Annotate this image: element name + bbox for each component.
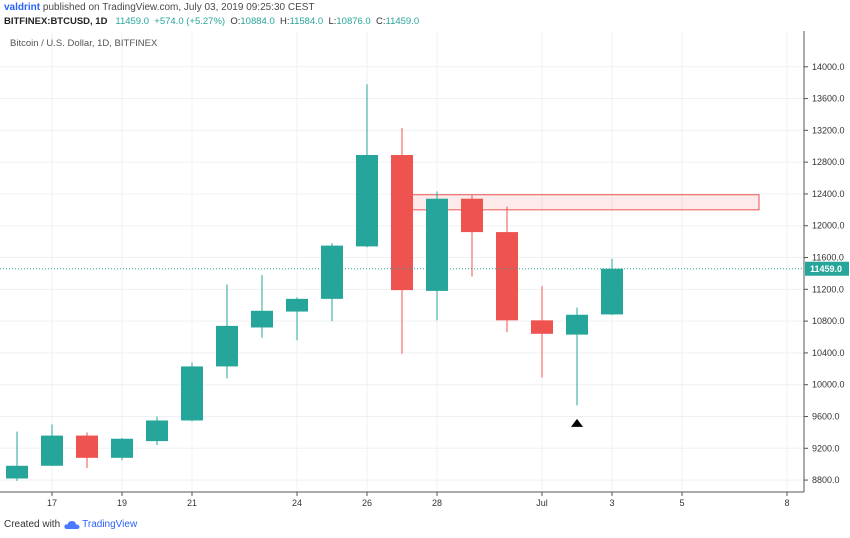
y-tick-label: 12800.0 bbox=[812, 157, 845, 167]
high-value: 11584.0 bbox=[289, 16, 324, 27]
publish-text: published on TradingView.com, July 03, 2… bbox=[42, 2, 315, 13]
open-label: O: bbox=[230, 16, 241, 27]
y-tick-label: 9600.0 bbox=[812, 411, 840, 421]
y-tick-label: 10400.0 bbox=[812, 348, 845, 358]
tradingview-logo[interactable]: TradingView bbox=[64, 519, 137, 530]
low-label: L: bbox=[328, 16, 337, 27]
candle-body bbox=[566, 314, 588, 335]
ohlc-bar: BITFINEX:BTCUSD, 1D 11459.0 +574.0 (+5.2… bbox=[4, 16, 419, 27]
candle bbox=[566, 307, 588, 406]
x-tick-label: 21 bbox=[187, 498, 197, 508]
created-with-text: Created with bbox=[4, 519, 61, 530]
x-tick-label: 17 bbox=[47, 498, 57, 508]
candle bbox=[41, 424, 63, 466]
open-value: 10884.0 bbox=[240, 16, 275, 27]
close-label: C: bbox=[376, 16, 386, 27]
chart-area[interactable]: 8800.0 9200.0 9600.0 10000.0 10400.0 10800.0 1… bbox=[0, 31, 850, 511]
x-tick-label: 8 bbox=[784, 498, 789, 508]
candle bbox=[356, 84, 378, 248]
x-tick-label: 28 bbox=[432, 498, 442, 508]
candle bbox=[76, 432, 98, 469]
candle bbox=[286, 297, 308, 341]
last-price-label: 11459.0 bbox=[810, 264, 842, 274]
x-tick-label: 3 bbox=[609, 498, 614, 508]
candle bbox=[461, 194, 483, 277]
axes: 8800.0 9200.0 9600.0 10000.0 10400.0 10800.0 1… bbox=[0, 31, 849, 508]
candle-body bbox=[251, 310, 273, 328]
candle-body bbox=[601, 268, 623, 315]
candle bbox=[426, 191, 448, 321]
close-price: 11459.0 bbox=[115, 16, 150, 27]
last-price-badge bbox=[805, 261, 849, 276]
resistance-zone bbox=[400, 194, 760, 211]
close-value: 11459.0 bbox=[385, 16, 420, 27]
candle-body bbox=[391, 154, 413, 291]
candle bbox=[321, 243, 343, 322]
y-tick-label: 10000.0 bbox=[812, 380, 845, 390]
candle-body bbox=[146, 420, 168, 442]
candle-body bbox=[216, 325, 238, 367]
price-change: +574.0 (+5.27%) bbox=[154, 16, 226, 27]
y-tick-label: 14000.0 bbox=[812, 62, 845, 72]
y-tick-label: 12400.0 bbox=[812, 189, 845, 199]
high-label: H: bbox=[280, 16, 290, 27]
x-tick-label: 19 bbox=[117, 498, 127, 508]
candle bbox=[391, 127, 413, 354]
y-tick-label: 10800.0 bbox=[812, 316, 845, 326]
candle-body bbox=[496, 232, 518, 321]
triangle-up-icon bbox=[571, 418, 583, 427]
x-tick-label: 26 bbox=[362, 498, 372, 508]
candle bbox=[111, 437, 133, 461]
y-tick-label: 13200.0 bbox=[812, 125, 845, 135]
marker bbox=[571, 418, 583, 427]
candle-body bbox=[286, 298, 308, 312]
x-tick-label: 5 bbox=[679, 498, 684, 508]
candle-body bbox=[321, 245, 343, 299]
cloud-icon bbox=[64, 520, 80, 529]
x-tick-label: 24 bbox=[292, 498, 302, 508]
candle-body bbox=[461, 198, 483, 233]
candle bbox=[216, 284, 238, 379]
candlestick-chart[interactable]: 8800.0 9200.0 9600.0 10000.0 10400.0 10800.0 1… bbox=[0, 31, 850, 511]
symbol-label[interactable]: BITFINEX:BTCUSD, 1D bbox=[4, 16, 108, 27]
candle-body bbox=[111, 438, 133, 458]
y-tick-label: 11200.0 bbox=[812, 284, 844, 294]
chart-background bbox=[0, 31, 850, 511]
y-tick-label: 11600.0 bbox=[812, 253, 844, 263]
candle-body bbox=[531, 320, 553, 334]
candle-body bbox=[41, 435, 63, 466]
candle bbox=[6, 431, 28, 481]
candle-body bbox=[6, 465, 28, 479]
candle bbox=[496, 206, 518, 333]
low-value: 10876.0 bbox=[336, 16, 371, 27]
candle bbox=[146, 416, 168, 446]
candle bbox=[601, 258, 623, 316]
candle-body bbox=[181, 366, 203, 421]
brand-name: TradingView bbox=[82, 519, 138, 530]
candle bbox=[531, 286, 553, 378]
y-tick-label: 8800.0 bbox=[812, 475, 840, 485]
candle bbox=[251, 275, 273, 338]
publish-info: valdrint published on TradingView.com, J… bbox=[4, 2, 315, 13]
candle-body bbox=[426, 198, 448, 291]
candle bbox=[181, 362, 203, 422]
chart-title: Bitcoin / U.S. Dollar, 1D, BITFINEX bbox=[10, 38, 158, 49]
resistance-zone-rect bbox=[400, 194, 760, 211]
candles bbox=[6, 84, 623, 481]
y-tick-label: 12000.0 bbox=[812, 221, 845, 231]
author-name[interactable]: valdrint bbox=[4, 2, 41, 13]
y-tick-label: 9200.0 bbox=[812, 443, 840, 453]
candle-body bbox=[76, 435, 98, 458]
candle-body bbox=[356, 154, 378, 247]
x-tick-label: Jul bbox=[536, 498, 548, 508]
y-tick-label: 13600.0 bbox=[812, 94, 845, 104]
footer: Created with TradingView bbox=[4, 519, 137, 530]
